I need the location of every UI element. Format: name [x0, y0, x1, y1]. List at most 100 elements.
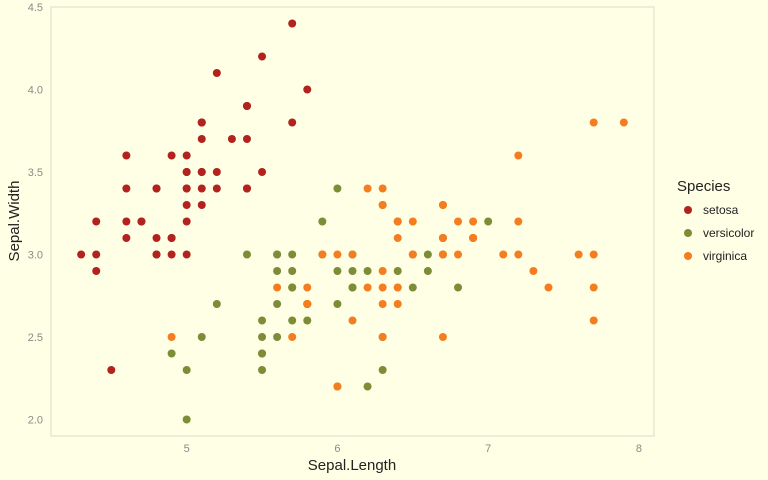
data-point — [182, 184, 191, 193]
series-virginica — [167, 118, 628, 391]
legend-label-setosa: setosa — [703, 203, 739, 217]
data-point — [469, 234, 478, 242]
data-point — [378, 300, 387, 308]
data-point — [288, 250, 297, 259]
y-tick-label: 4.0 — [28, 85, 43, 97]
x-tick-label: 6 — [334, 443, 340, 455]
data-point — [122, 234, 131, 242]
data-point — [212, 184, 221, 193]
x-tick-label: 7 — [485, 443, 491, 455]
data-point — [258, 333, 267, 341]
data-point — [393, 267, 402, 275]
data-point — [137, 217, 146, 226]
data-point — [303, 300, 312, 308]
data-point — [544, 283, 553, 292]
data-point — [499, 250, 508, 259]
legend-key-virginica — [684, 252, 692, 260]
data-point — [273, 300, 282, 308]
data-point — [122, 151, 131, 160]
data-point — [182, 168, 191, 176]
legend-key-versicolor — [684, 229, 692, 237]
data-point — [288, 118, 297, 127]
data-point — [333, 250, 342, 259]
data-point — [152, 250, 161, 259]
data-point — [212, 300, 221, 308]
data-point — [589, 118, 598, 127]
data-point — [378, 333, 387, 341]
data-point — [197, 168, 206, 176]
data-point — [242, 135, 251, 143]
data-point — [378, 201, 387, 209]
data-point — [454, 283, 463, 292]
data-point — [484, 217, 493, 226]
data-point — [423, 250, 432, 259]
data-point — [318, 250, 327, 259]
data-point — [242, 102, 251, 110]
data-point — [529, 267, 538, 275]
data-point — [197, 184, 206, 193]
data-point — [152, 184, 161, 193]
y-axis-ticks: 2.0 2.5 3.0 3.5 4.0 4.5 — [28, 2, 43, 427]
data-point — [393, 283, 402, 292]
series-setosa — [77, 19, 312, 374]
data-point — [167, 250, 176, 259]
data-point — [303, 85, 312, 94]
y-tick-label: 2.0 — [28, 415, 43, 427]
data-point — [167, 349, 176, 358]
data-point — [438, 250, 447, 259]
data-point — [242, 184, 251, 193]
data-point — [197, 333, 206, 341]
data-point — [167, 234, 176, 242]
data-point — [348, 250, 357, 259]
data-point — [273, 333, 282, 341]
data-point — [438, 234, 447, 242]
data-points — [77, 19, 628, 424]
data-point — [92, 217, 101, 226]
data-point — [182, 217, 191, 226]
data-point — [333, 300, 342, 308]
legend: Species setosa versicolor virginica — [677, 178, 754, 263]
data-point — [348, 283, 357, 292]
data-point — [589, 316, 598, 325]
data-point — [378, 366, 387, 374]
data-point — [619, 118, 628, 127]
data-point — [258, 52, 267, 61]
legend-label-virginica: virginica — [703, 249, 747, 263]
data-point — [77, 250, 86, 259]
data-point — [258, 168, 267, 176]
data-point — [197, 201, 206, 209]
data-point — [303, 283, 312, 292]
data-point — [107, 366, 116, 374]
y-axis-title: Sepal.Width — [6, 181, 23, 262]
series-versicolor — [167, 184, 493, 424]
data-point — [273, 267, 282, 275]
data-point — [348, 316, 357, 325]
data-point — [92, 250, 101, 259]
y-tick-label: 3.0 — [28, 250, 43, 262]
data-point — [454, 217, 463, 226]
data-point — [273, 283, 282, 292]
data-point — [182, 366, 191, 374]
data-point — [469, 217, 478, 226]
legend-key-setosa — [684, 206, 692, 214]
data-point — [122, 217, 131, 226]
data-point — [152, 234, 161, 242]
data-point — [182, 151, 191, 160]
data-point — [378, 283, 387, 292]
data-point — [514, 250, 523, 259]
x-axis-ticks: 5 6 7 8 — [184, 443, 642, 455]
data-point — [423, 267, 432, 275]
data-point — [333, 382, 342, 391]
data-point — [92, 267, 101, 275]
data-point — [363, 184, 372, 193]
data-point — [438, 333, 447, 341]
legend-label-versicolor: versicolor — [703, 226, 754, 240]
data-point — [212, 69, 221, 77]
legend-title: Species — [677, 178, 730, 195]
data-point — [408, 283, 417, 292]
data-point — [258, 316, 267, 325]
data-point — [197, 118, 206, 127]
data-point — [438, 201, 447, 209]
y-tick-label: 3.5 — [28, 167, 43, 179]
